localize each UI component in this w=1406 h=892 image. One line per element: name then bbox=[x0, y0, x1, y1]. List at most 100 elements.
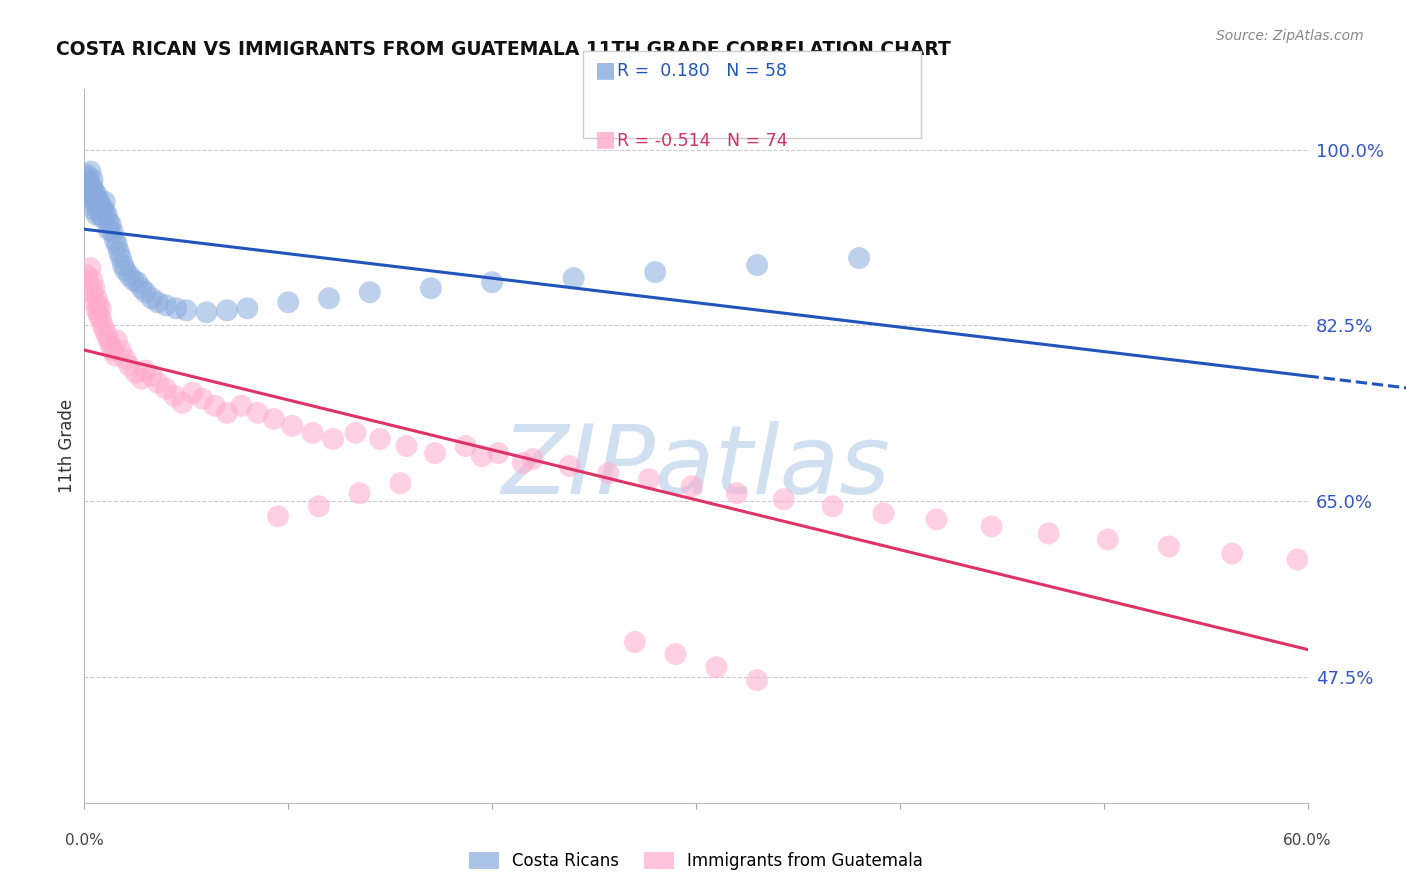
Point bbox=[79, 164, 101, 178]
Point bbox=[90, 208, 112, 222]
Point bbox=[359, 285, 381, 300]
Point bbox=[420, 281, 443, 295]
Text: Source: ZipAtlas.com: Source: ZipAtlas.com bbox=[1216, 29, 1364, 43]
Point bbox=[101, 343, 124, 358]
Point bbox=[77, 175, 100, 189]
Point bbox=[118, 359, 141, 373]
Text: ■: ■ bbox=[595, 129, 616, 149]
Point bbox=[1286, 552, 1309, 566]
Point bbox=[665, 647, 688, 661]
Point bbox=[195, 305, 218, 319]
Point bbox=[644, 265, 666, 279]
Point bbox=[75, 268, 97, 282]
Point bbox=[86, 198, 108, 212]
Point bbox=[82, 285, 104, 300]
Point bbox=[155, 298, 177, 312]
Point bbox=[114, 263, 136, 277]
Point bbox=[86, 303, 108, 318]
Point bbox=[90, 198, 112, 212]
Point bbox=[87, 193, 110, 207]
Point bbox=[135, 285, 157, 300]
Point bbox=[96, 328, 118, 343]
Point bbox=[277, 295, 299, 310]
Point bbox=[163, 389, 186, 403]
Text: ■: ■ bbox=[595, 60, 616, 79]
Point bbox=[389, 476, 412, 491]
Point bbox=[104, 233, 127, 247]
Point bbox=[848, 251, 870, 265]
Point bbox=[91, 201, 114, 215]
Point bbox=[96, 208, 118, 222]
Point bbox=[624, 635, 647, 649]
Point bbox=[231, 399, 253, 413]
Point bbox=[86, 291, 108, 305]
Point bbox=[318, 291, 340, 305]
Point bbox=[747, 673, 769, 688]
Point bbox=[87, 202, 110, 217]
Point bbox=[562, 271, 585, 285]
Point bbox=[86, 187, 108, 202]
Point bbox=[246, 406, 269, 420]
Point bbox=[165, 301, 187, 316]
Text: 0.0%: 0.0% bbox=[65, 833, 104, 848]
Point bbox=[486, 446, 509, 460]
Point bbox=[77, 275, 100, 289]
Point bbox=[301, 425, 323, 440]
Point bbox=[82, 180, 104, 194]
Point bbox=[82, 273, 104, 287]
Point bbox=[308, 500, 330, 514]
Point bbox=[512, 456, 534, 470]
Point bbox=[131, 372, 153, 386]
Text: R =  0.180   N = 58: R = 0.180 N = 58 bbox=[617, 62, 787, 80]
Point bbox=[1220, 547, 1243, 561]
Point bbox=[75, 183, 97, 197]
Point bbox=[522, 452, 544, 467]
Point bbox=[217, 303, 239, 318]
Point bbox=[101, 225, 124, 239]
Point bbox=[112, 258, 135, 272]
Point bbox=[93, 194, 117, 209]
Point bbox=[91, 211, 114, 225]
Y-axis label: 11th Grade: 11th Grade bbox=[58, 399, 76, 493]
Point bbox=[87, 298, 110, 312]
Point bbox=[114, 351, 136, 366]
Point bbox=[82, 191, 104, 205]
Point bbox=[105, 238, 128, 252]
Point bbox=[1097, 533, 1119, 547]
Point bbox=[204, 399, 226, 413]
Point bbox=[772, 492, 794, 507]
Point bbox=[821, 500, 844, 514]
Point bbox=[980, 519, 1002, 533]
Point bbox=[725, 486, 748, 500]
Point bbox=[83, 185, 105, 199]
Point bbox=[638, 472, 661, 486]
Point bbox=[100, 338, 122, 352]
Point bbox=[172, 396, 194, 410]
Point bbox=[322, 432, 344, 446]
Point bbox=[110, 251, 132, 265]
Point bbox=[925, 512, 948, 526]
Text: ZIPatlas: ZIPatlas bbox=[502, 421, 890, 514]
Point bbox=[83, 281, 105, 295]
Point bbox=[77, 170, 100, 185]
Point bbox=[108, 245, 131, 260]
Point bbox=[176, 303, 198, 318]
Point bbox=[77, 185, 100, 199]
Point bbox=[454, 439, 477, 453]
Point bbox=[423, 446, 446, 460]
Point bbox=[471, 449, 494, 463]
Point bbox=[236, 301, 259, 316]
Point bbox=[86, 208, 108, 222]
Point bbox=[118, 268, 141, 282]
Point bbox=[131, 281, 153, 295]
Point bbox=[82, 172, 104, 186]
Point bbox=[79, 187, 101, 202]
Point bbox=[91, 318, 114, 333]
Point bbox=[124, 366, 146, 380]
Point bbox=[344, 425, 367, 440]
Point bbox=[97, 215, 120, 229]
Text: R = -0.514   N = 74: R = -0.514 N = 74 bbox=[617, 132, 787, 150]
Point bbox=[83, 202, 105, 217]
Point bbox=[1038, 526, 1060, 541]
Point bbox=[181, 385, 204, 400]
